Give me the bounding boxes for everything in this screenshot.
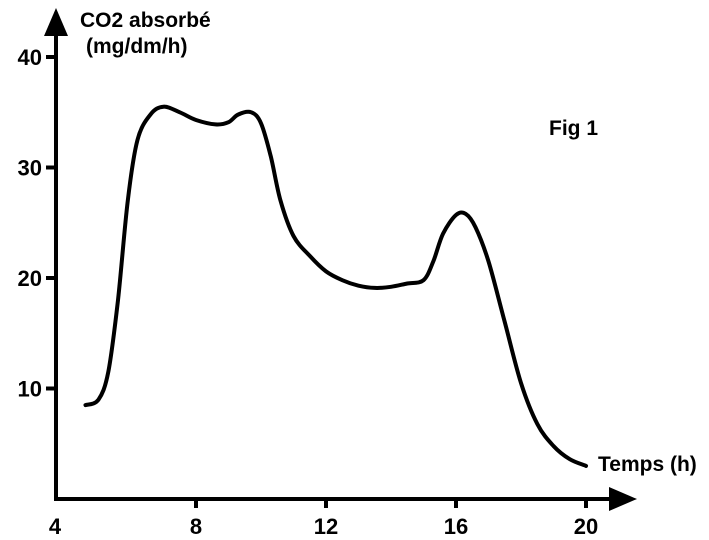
x-tick-label: 20 bbox=[574, 514, 598, 539]
x-tick-label: 16 bbox=[444, 514, 468, 539]
y-axis-ticks: 10 20 30 40 bbox=[18, 45, 56, 402]
chart-title: Fig 1 bbox=[549, 117, 598, 140]
x-tick-label: 4 bbox=[49, 514, 62, 539]
y-axis-title-line2: (mg/dm/h) bbox=[86, 35, 187, 58]
x-axis-title: Temps (h) bbox=[598, 453, 697, 476]
y-axis-arrow bbox=[44, 8, 68, 36]
y-axis-title-line1: CO2 absorbé bbox=[80, 9, 211, 32]
x-axis-arrow bbox=[609, 487, 637, 511]
y-tick-label: 10 bbox=[18, 377, 42, 402]
x-axis-ticks: 4 8 12 16 20 bbox=[49, 499, 598, 539]
x-tick-label: 12 bbox=[314, 514, 338, 539]
y-tick-label: 40 bbox=[18, 45, 42, 70]
x-tick-label: 8 bbox=[190, 514, 202, 539]
y-tick-label: 30 bbox=[18, 156, 42, 181]
co2-series-line bbox=[83, 104, 588, 468]
y-tick-label: 20 bbox=[18, 266, 42, 291]
